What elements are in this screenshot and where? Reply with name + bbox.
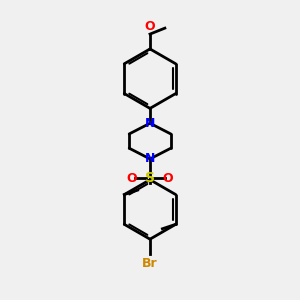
Text: O: O — [163, 172, 173, 185]
Text: N: N — [145, 117, 155, 130]
Text: S: S — [145, 171, 155, 185]
Text: Br: Br — [142, 257, 158, 270]
Text: N: N — [145, 152, 155, 165]
Text: O: O — [127, 172, 137, 185]
Text: O: O — [145, 20, 155, 33]
